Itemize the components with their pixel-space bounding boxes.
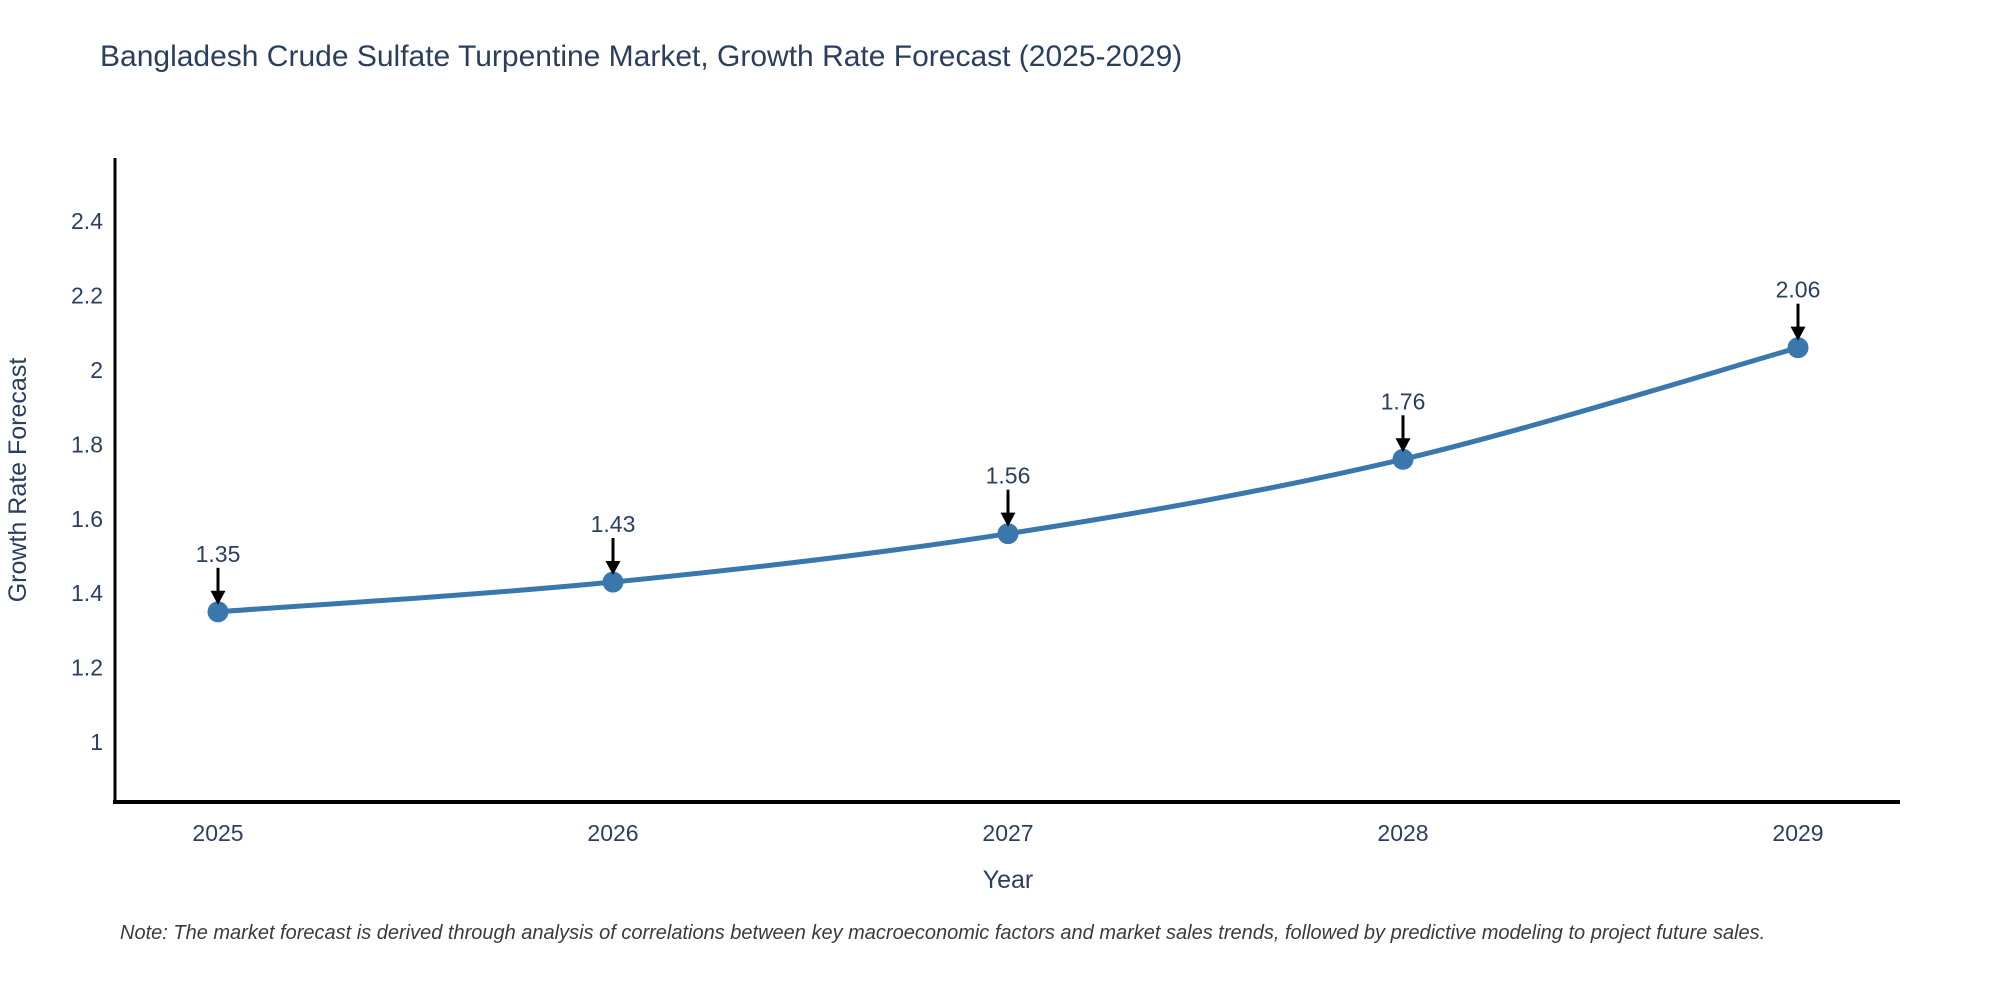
annotation-arrowhead-icon (1790, 326, 1806, 341)
y-tick-label: 2.2 (71, 283, 103, 309)
data-point-marker (997, 523, 1019, 545)
y-tick-label: 1.6 (71, 506, 103, 532)
annotation-arrowhead-icon (1395, 438, 1411, 453)
chart-title: Bangladesh Crude Sulfate Turpentine Mark… (100, 40, 1183, 73)
data-point-marker (1392, 448, 1414, 470)
annotation-label: 1.76 (1381, 388, 1426, 414)
data-series-group (207, 337, 1809, 623)
annotation-label: 1.35 (196, 541, 241, 567)
x-tick-label: 2027 (982, 820, 1033, 846)
data-point-marker (1787, 337, 1809, 359)
x-tick-label: 2025 (192, 820, 243, 846)
data-point-marker (602, 571, 624, 593)
axes-group (113, 158, 1900, 804)
annotation-label: 1.56 (986, 463, 1031, 489)
annotations-group: 1.35 1.43 1.56 1.76 2.06 (196, 277, 1821, 605)
annotation-label: 2.06 (1776, 277, 1821, 303)
annotation-arrowhead-icon (605, 561, 621, 576)
y-tick-label: 1.2 (71, 655, 103, 681)
y-tick-label: 2 (90, 357, 103, 383)
y-tick-label: 1.8 (71, 431, 103, 457)
footnote: Note: The market forecast is derived thr… (120, 922, 1766, 944)
annotation-arrowhead-icon (1000, 512, 1016, 527)
annotation-label: 1.43 (591, 511, 636, 537)
y-axis-title: Growth Rate Forecast (4, 358, 32, 603)
tick-labels-group: 1 1.2 1.4 1.6 1.8 2 2.2 2.4 2025 2026 2027 2028 2029 (71, 208, 1824, 846)
x-tick-label: 2029 (1772, 820, 1823, 846)
data-point-marker (207, 601, 229, 623)
x-tick-label: 2028 (1377, 820, 1428, 846)
y-tick-label: 2.4 (71, 208, 103, 234)
x-tick-label: 2026 (587, 820, 638, 846)
y-tick-label: 1 (90, 729, 103, 755)
y-tick-label: 1.4 (71, 580, 103, 606)
annotation-arrowhead-icon (210, 590, 226, 605)
x-axis-title: Year (983, 866, 1034, 894)
